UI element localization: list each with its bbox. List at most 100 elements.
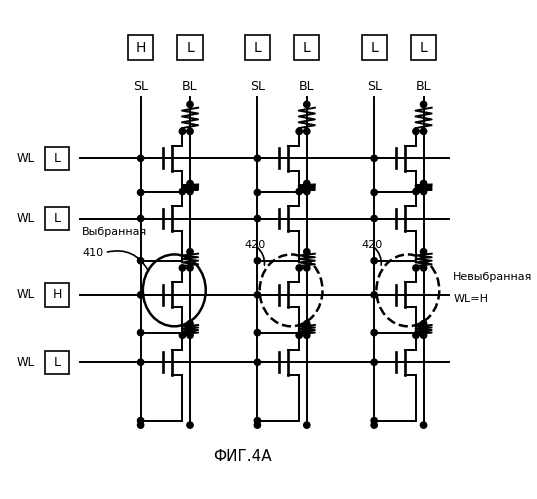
Circle shape	[254, 216, 260, 222]
FancyBboxPatch shape	[46, 351, 69, 374]
Circle shape	[303, 265, 310, 271]
Circle shape	[187, 101, 193, 108]
Circle shape	[303, 101, 310, 108]
Circle shape	[371, 359, 378, 365]
Circle shape	[420, 332, 427, 338]
Circle shape	[420, 128, 427, 135]
Circle shape	[187, 320, 193, 327]
Circle shape	[420, 249, 427, 255]
Circle shape	[137, 216, 144, 222]
Text: SL: SL	[250, 80, 265, 93]
Text: 420: 420	[244, 241, 266, 250]
Text: Выбранная: Выбранная	[82, 227, 148, 237]
Circle shape	[254, 359, 260, 365]
FancyBboxPatch shape	[128, 35, 153, 60]
Circle shape	[187, 332, 193, 338]
Text: BL: BL	[182, 80, 198, 93]
Circle shape	[296, 332, 302, 338]
Circle shape	[413, 265, 419, 271]
Text: L: L	[54, 356, 61, 369]
Circle shape	[420, 189, 427, 195]
Text: L: L	[420, 41, 427, 55]
Circle shape	[254, 189, 260, 196]
Circle shape	[137, 329, 144, 336]
Circle shape	[303, 189, 310, 195]
Text: L: L	[54, 212, 61, 225]
Circle shape	[254, 155, 260, 162]
Circle shape	[254, 422, 260, 428]
Circle shape	[371, 216, 378, 222]
Text: L: L	[253, 41, 262, 55]
Circle shape	[420, 422, 427, 428]
Text: SL: SL	[367, 80, 382, 93]
Text: WL: WL	[17, 288, 35, 301]
FancyBboxPatch shape	[361, 35, 387, 60]
Circle shape	[137, 418, 144, 424]
Circle shape	[371, 292, 378, 298]
Circle shape	[413, 128, 419, 135]
Circle shape	[413, 189, 419, 195]
Text: BL: BL	[299, 80, 315, 93]
Circle shape	[303, 180, 310, 187]
Text: BL: BL	[416, 80, 431, 93]
Text: L: L	[186, 41, 194, 55]
Circle shape	[254, 329, 260, 336]
Text: L: L	[371, 41, 378, 55]
Circle shape	[420, 320, 427, 327]
Circle shape	[420, 180, 427, 187]
Text: L: L	[54, 152, 61, 165]
Circle shape	[179, 189, 186, 195]
Text: L: L	[303, 41, 311, 55]
Circle shape	[303, 128, 310, 135]
Text: WL: WL	[17, 212, 35, 225]
Circle shape	[303, 249, 310, 255]
FancyBboxPatch shape	[411, 35, 436, 60]
Text: H: H	[135, 41, 146, 55]
Circle shape	[254, 257, 260, 264]
Circle shape	[296, 128, 302, 135]
Circle shape	[371, 155, 378, 162]
FancyBboxPatch shape	[294, 35, 320, 60]
Circle shape	[413, 332, 419, 338]
Circle shape	[187, 265, 193, 271]
FancyBboxPatch shape	[46, 283, 69, 306]
Circle shape	[187, 180, 193, 187]
Circle shape	[187, 189, 193, 195]
Circle shape	[137, 359, 144, 365]
Circle shape	[254, 418, 260, 424]
Text: ФИГ.4А: ФИГ.4А	[213, 449, 271, 464]
Circle shape	[371, 418, 378, 424]
Text: WL=H: WL=H	[453, 294, 488, 304]
FancyBboxPatch shape	[46, 147, 69, 170]
Circle shape	[137, 155, 144, 162]
Circle shape	[137, 257, 144, 264]
Circle shape	[296, 189, 302, 195]
Text: WL: WL	[17, 152, 35, 165]
Circle shape	[420, 265, 427, 271]
Circle shape	[296, 265, 302, 271]
Text: H: H	[53, 288, 62, 301]
Circle shape	[179, 265, 186, 271]
Circle shape	[303, 332, 310, 338]
Circle shape	[420, 101, 427, 108]
Circle shape	[371, 329, 378, 336]
Circle shape	[303, 320, 310, 327]
Circle shape	[371, 422, 378, 428]
Text: WL: WL	[17, 356, 35, 369]
Circle shape	[371, 257, 378, 264]
Text: 420: 420	[361, 241, 382, 250]
Circle shape	[137, 422, 144, 428]
Circle shape	[303, 422, 310, 428]
Circle shape	[137, 189, 144, 196]
Text: 410: 410	[82, 248, 103, 257]
Circle shape	[254, 292, 260, 298]
Circle shape	[187, 249, 193, 255]
Circle shape	[187, 422, 193, 428]
Circle shape	[187, 128, 193, 135]
FancyBboxPatch shape	[46, 207, 69, 230]
FancyBboxPatch shape	[177, 35, 202, 60]
Circle shape	[137, 292, 144, 298]
FancyBboxPatch shape	[245, 35, 270, 60]
Text: Невыбранная: Невыбранная	[453, 272, 533, 282]
Circle shape	[179, 128, 186, 135]
